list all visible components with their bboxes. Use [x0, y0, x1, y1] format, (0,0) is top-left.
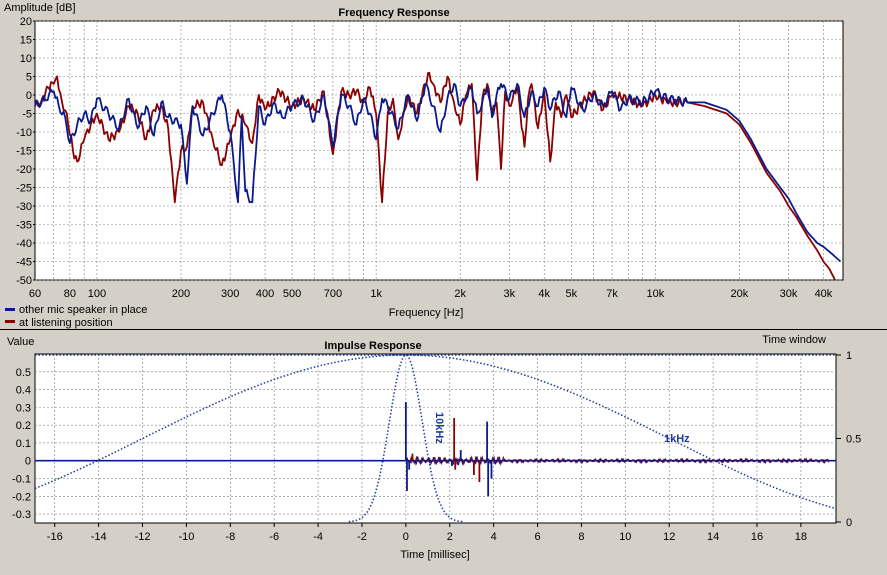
impulse-x-tick-label: -16: [47, 531, 63, 543]
frequency-y-tick-label: 0: [26, 90, 32, 102]
time-window-axis-label: Time window: [762, 334, 826, 346]
impulse-x-tick-label: 14: [707, 531, 719, 543]
frequency-x-tick-label: 3k: [504, 288, 516, 300]
legend-swatch-series1: [5, 308, 15, 311]
legend-label-series1: other mic speaker in place: [19, 304, 147, 316]
frequency-y-tick-label: -10: [16, 127, 32, 139]
frequency-x-axis-label: Frequency [Hz]: [389, 307, 464, 319]
impulse-x-tick-label: 16: [751, 531, 763, 543]
time-window-tick-label: 0: [846, 517, 852, 529]
impulse-x-tick-label: -14: [91, 531, 107, 543]
frequency-x-tick-label: 200: [172, 288, 190, 300]
legend-label-series2: at listening position: [19, 317, 113, 329]
frequency-x-tick-label: 4k: [538, 288, 550, 300]
frequency-y-tick-label: -25: [16, 183, 32, 195]
legend-swatch-series2: [5, 320, 15, 323]
impulse-x-tick-label: -8: [225, 531, 235, 543]
impulse-y-tick-label: 0.3: [16, 402, 31, 414]
frequency-x-tick-label: 300: [221, 288, 239, 300]
frequency-x-tick-label: 500: [283, 288, 301, 300]
impulse-plot-area[interactable]: [34, 353, 837, 524]
frequency-x-tick-label: 80: [64, 288, 76, 300]
impulse-y-tick-label: -0.3: [12, 509, 31, 521]
frequency-y-tick-label: -35: [16, 220, 32, 232]
frequency-x-tick-label: 60: [29, 288, 41, 300]
impulse-y-tick-label: 0: [25, 456, 31, 468]
impulse-x-tick-label: 10: [619, 531, 631, 543]
frequency-x-tick-label: 20k: [731, 288, 749, 300]
impulse-chart-title: Impulse Response: [324, 340, 421, 352]
impulse-x-tick-label: 2: [447, 531, 453, 543]
impulse-x-tick-label: 18: [795, 531, 807, 543]
impulse-x-tick-label: -6: [269, 531, 279, 543]
impulse-y-tick-label: 0.5: [16, 367, 31, 379]
frequency-legend: other mic speaker in place at listening …: [5, 304, 147, 329]
frequency-y-tick-label: -15: [16, 146, 32, 158]
frequency-x-tick-label: 7k: [606, 288, 618, 300]
frequency-y-tick-label: -30: [16, 201, 32, 213]
frequency-chart-title: Frequency Response: [338, 7, 449, 19]
impulse-y-tick-label: 0.1: [16, 438, 31, 450]
frequency-y-tick-label: -50: [16, 275, 32, 287]
impulse-x-tick-label: -2: [357, 531, 367, 543]
impulse-x-tick-label: 6: [534, 531, 540, 543]
frequency-y-tick-label: -5: [22, 109, 32, 121]
frequency-series-1-line: [34, 83, 842, 263]
frequency-y-axis-label: Amplitude [dB]: [4, 2, 76, 14]
frequency-x-tick-label: 100: [88, 288, 106, 300]
frequency-x-tick-label: 2k: [454, 288, 466, 300]
impulse-x-tick-label: -10: [178, 531, 194, 543]
impulse-y-tick-label: 0.4: [16, 385, 31, 397]
frequency-x-tick-label: 400: [256, 288, 274, 300]
frequency-y-tick-label: 10: [20, 53, 32, 65]
impulse-y-axis-label: Value: [7, 336, 34, 348]
impulse-x-tick-label: 12: [663, 531, 675, 543]
time-window-tick-label: 0.5: [846, 434, 861, 446]
frequency-y-tick-label: -20: [16, 164, 32, 176]
frequency-x-tick-label: 700: [324, 288, 342, 300]
impulse-y-tick-label: -0.1: [12, 474, 31, 486]
frequency-y-tick-label: -45: [16, 257, 32, 269]
impulse-x-tick-label: 0: [403, 531, 409, 543]
impulse-y-tick-label: 0.2: [16, 420, 31, 432]
frequency-x-tick-label: 1k: [370, 288, 382, 300]
impulse-x-tick-label: -4: [313, 531, 323, 543]
frequency-x-tick-label: 40k: [815, 288, 833, 300]
frequency-x-tick-label: 30k: [780, 288, 798, 300]
frequency-y-tick-label: 5: [26, 72, 32, 84]
impulse-y-tick-label: -0.2: [12, 491, 31, 503]
impulse-x-axis-label: Time [millisec]: [400, 549, 469, 561]
frequency-x-tick-label: 5k: [565, 288, 577, 300]
impulse-x-tick-label: 8: [578, 531, 584, 543]
time-window-tick-label: 1: [846, 350, 852, 362]
impulse-x-tick-label: -12: [135, 531, 151, 543]
frequency-y-tick-label: 20: [20, 16, 32, 28]
impulse-x-tick-label: 4: [491, 531, 497, 543]
frequency-y-tick-label: -40: [16, 238, 32, 250]
frequency-x-tick-label: 10k: [646, 288, 664, 300]
frequency-y-tick-label: 15: [20, 35, 32, 47]
frequency-series-2-line: [34, 71, 836, 281]
